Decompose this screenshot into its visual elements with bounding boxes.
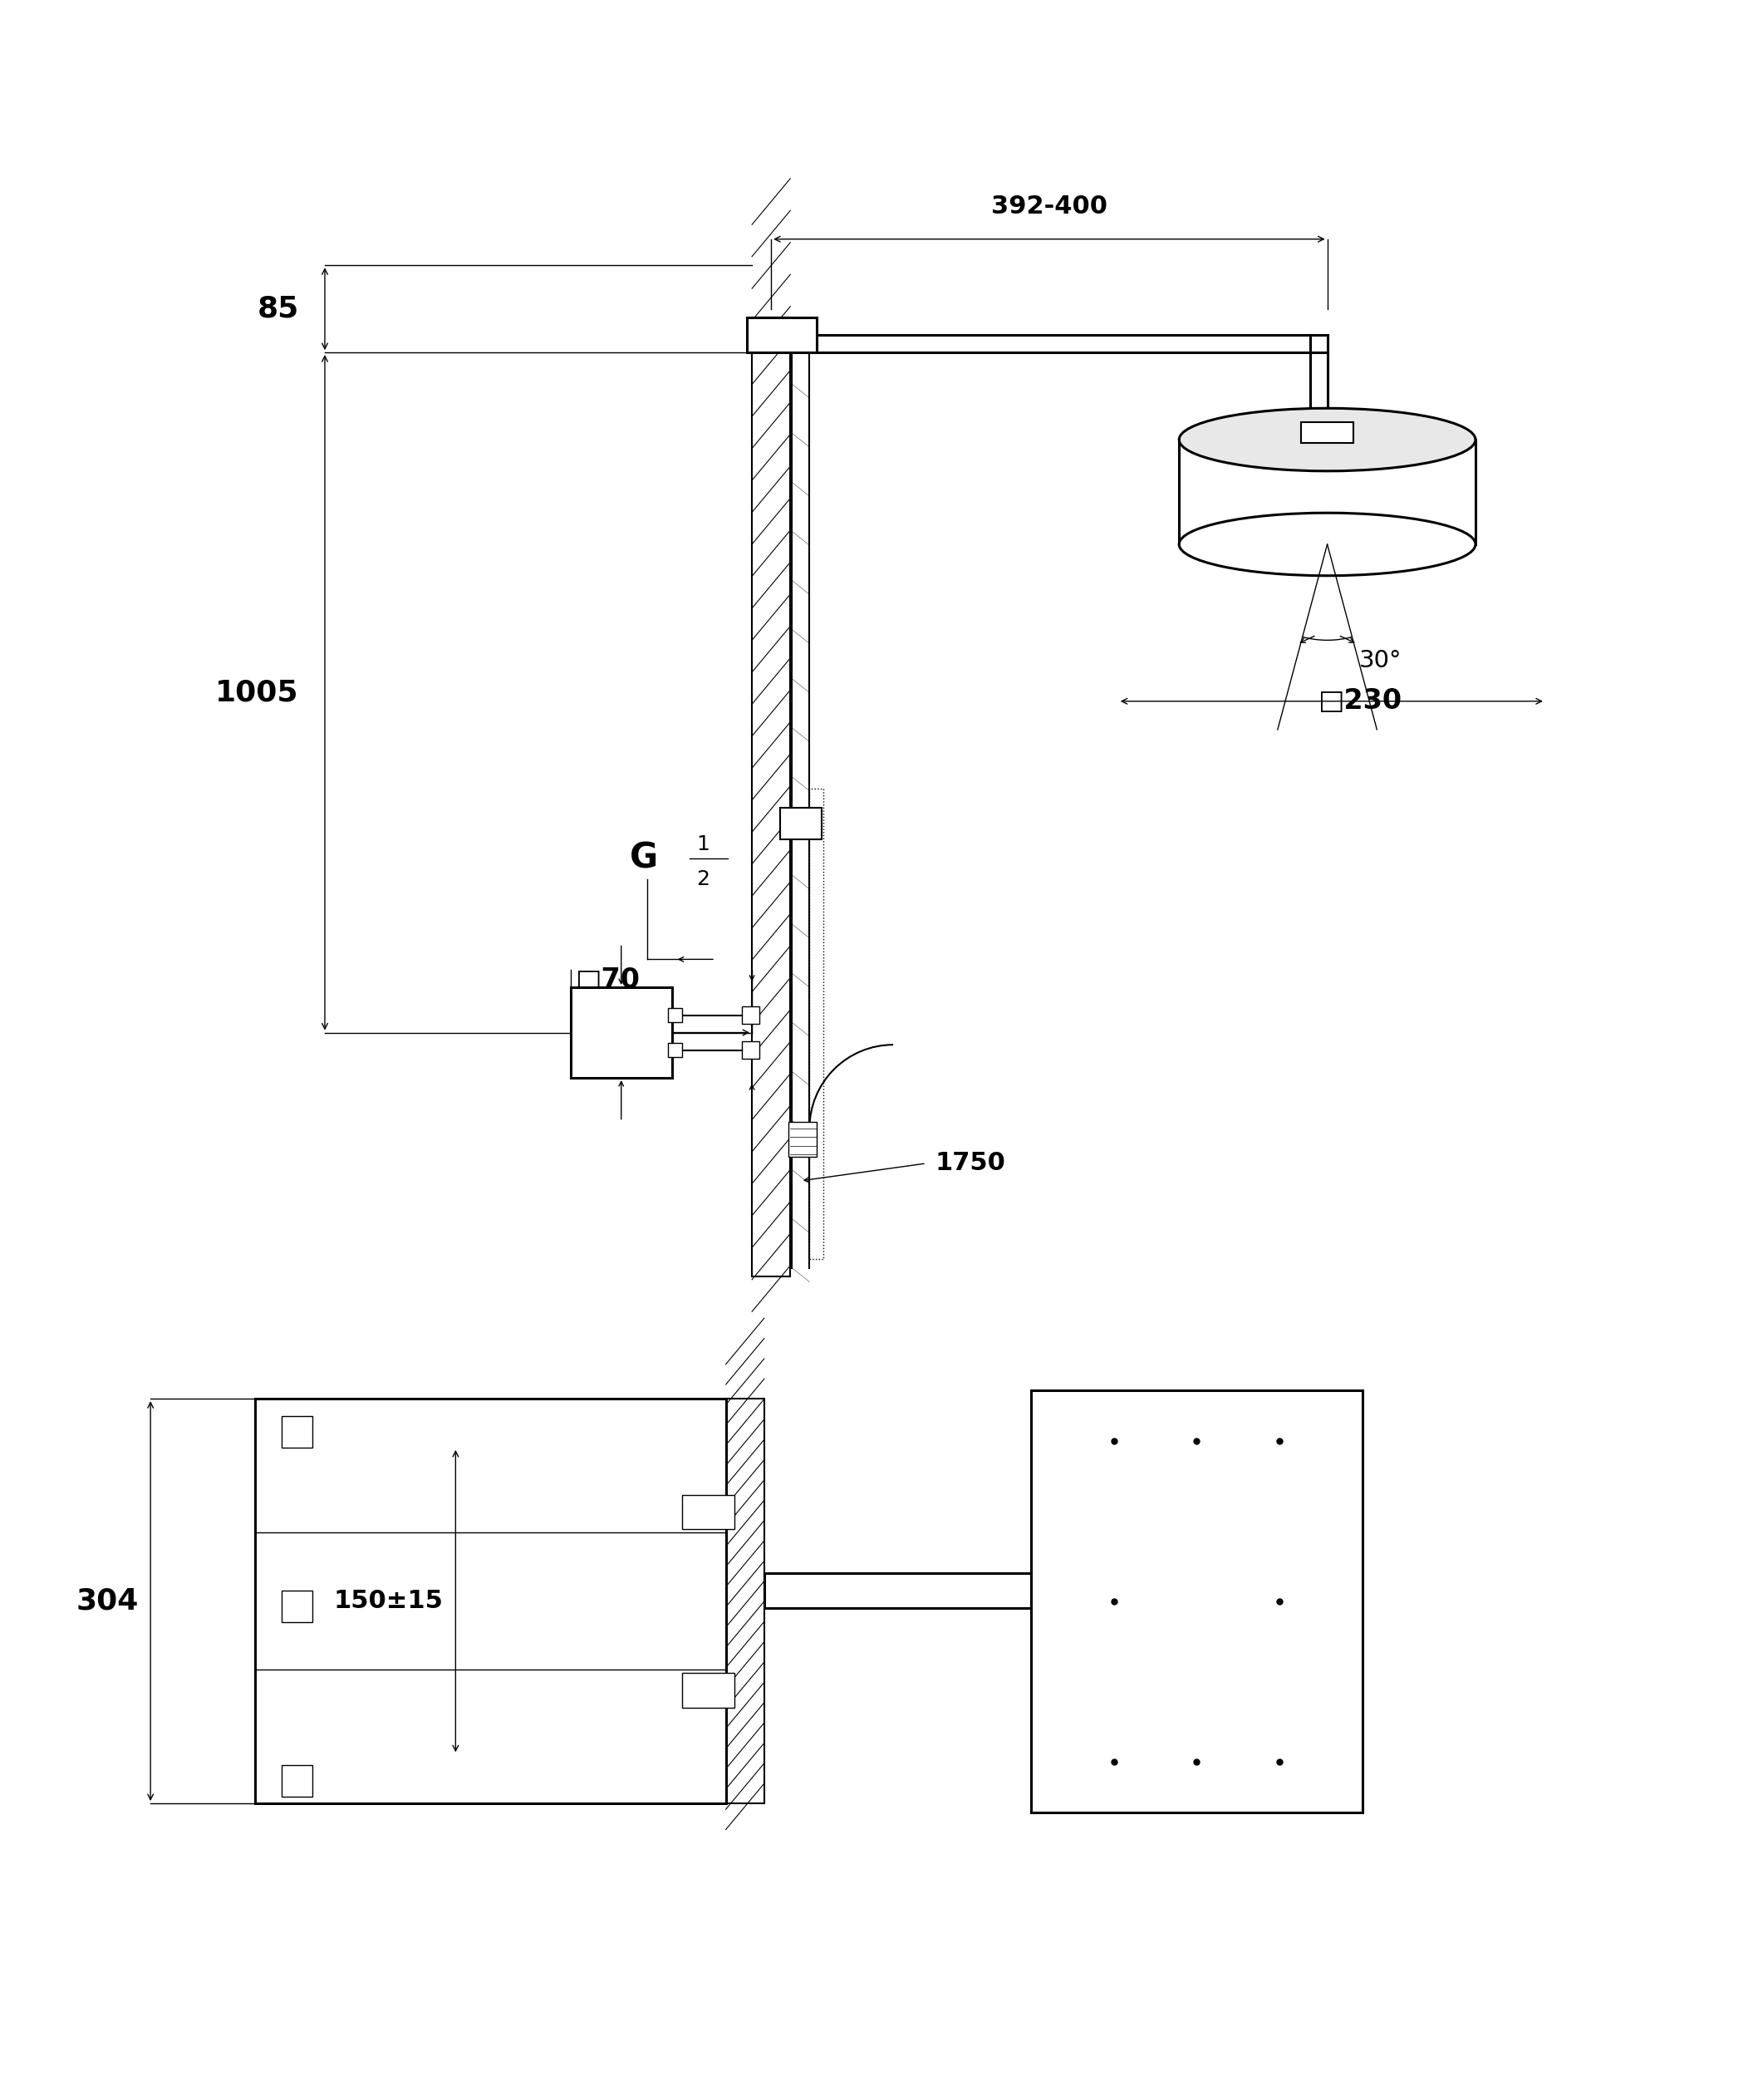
Bar xyxy=(741,1042,759,1058)
Text: 150±15: 150±15 xyxy=(334,1590,444,1613)
Text: □70: □70 xyxy=(575,966,642,993)
Text: □230: □230 xyxy=(1318,687,1402,714)
Ellipse shape xyxy=(1180,512,1475,575)
Bar xyxy=(281,1590,313,1621)
Bar xyxy=(682,1672,734,1707)
Bar xyxy=(752,317,790,1277)
Text: 304: 304 xyxy=(75,1588,138,1615)
Text: 1750: 1750 xyxy=(935,1151,1005,1176)
Bar xyxy=(809,788,823,1260)
Bar xyxy=(255,1399,725,1804)
Bar xyxy=(788,1121,816,1157)
Bar xyxy=(281,1415,313,1447)
Text: 2: 2 xyxy=(696,869,710,890)
Text: G: G xyxy=(629,840,659,876)
Bar xyxy=(281,1764,313,1796)
Bar xyxy=(725,1399,764,1804)
Text: 85: 85 xyxy=(257,294,299,323)
Bar xyxy=(1031,1390,1362,1812)
Bar xyxy=(780,808,822,840)
Ellipse shape xyxy=(1180,407,1475,470)
Text: 30°: 30° xyxy=(1358,649,1402,672)
Bar xyxy=(741,1006,759,1025)
Bar xyxy=(682,1495,734,1529)
Text: 392-400: 392-400 xyxy=(991,193,1108,218)
Bar xyxy=(570,987,671,1077)
Bar xyxy=(668,1044,682,1056)
Bar xyxy=(764,1573,1031,1609)
Bar xyxy=(668,1008,682,1023)
Bar xyxy=(1301,422,1353,443)
Text: 1: 1 xyxy=(696,834,710,855)
Bar xyxy=(746,317,816,353)
Text: 1005: 1005 xyxy=(215,678,299,706)
